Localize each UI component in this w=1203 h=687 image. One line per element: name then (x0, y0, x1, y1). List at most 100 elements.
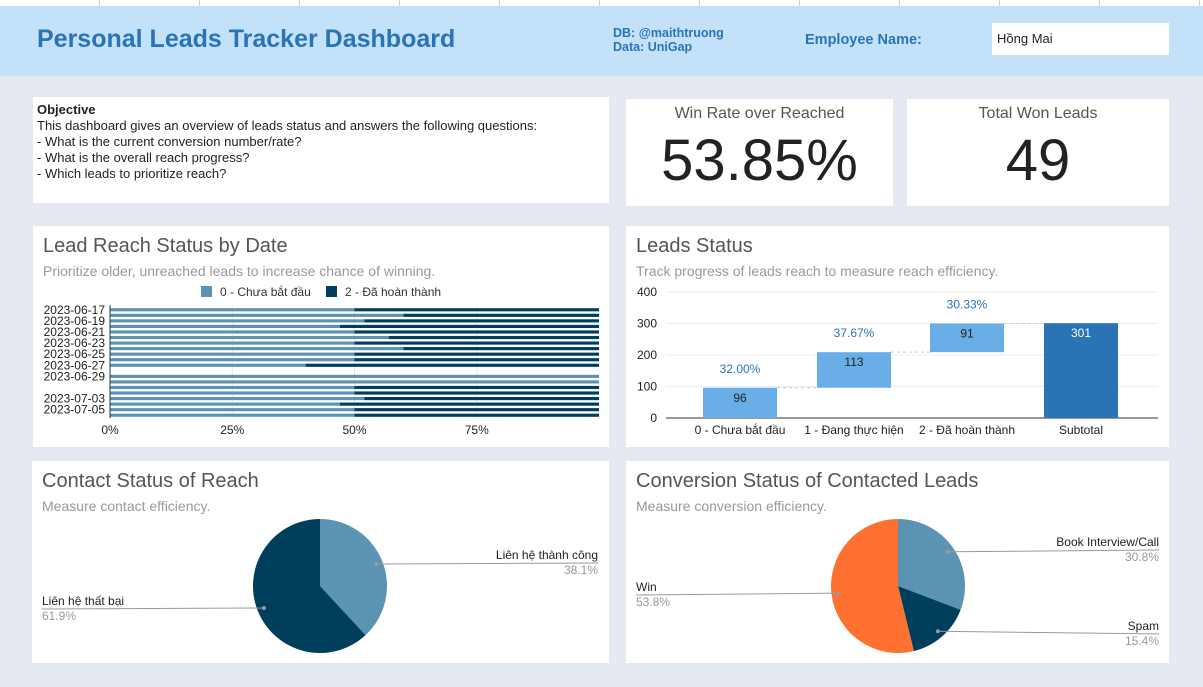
bar-segment-chua-bat-dau (110, 352, 355, 356)
bar-segment-chua-bat-dau (110, 347, 404, 351)
leader-line (41, 607, 264, 610)
bar-segment-chua-bat-dau (110, 397, 365, 401)
x-tick-label: 75% (465, 423, 489, 437)
objective-heading: Objective (37, 102, 96, 117)
y-tick-label: 2023-06-19 (44, 314, 106, 328)
pie-label: Book Interview/Call (1056, 535, 1159, 549)
chart-subtitle: Prioritize older, unreached leads to inc… (43, 263, 436, 279)
y-tick-label: 400 (637, 285, 657, 299)
leader-line (947, 549, 1160, 553)
pie-slice (830, 519, 914, 653)
waterfall-bar (703, 387, 777, 418)
legend-swatch (326, 286, 337, 297)
bar-value-label: 113 (844, 355, 863, 369)
pie-slice (320, 519, 387, 636)
bar-segment-chua-bat-dau (110, 341, 355, 345)
bar-segment-chua-bat-dau (110, 313, 404, 317)
bar-segment-da-hoan-thanh (354, 358, 599, 362)
bar-segment-da-hoan-thanh (403, 313, 599, 317)
bar-segment-da-hoan-thanh (354, 330, 599, 334)
total-won-scorecard[interactable]: Total Won Leads 49 (907, 99, 1169, 206)
objective-box: Objective This dashboard gives an overvi… (33, 97, 609, 203)
legend-label: 2 - Đã hoàn thành (345, 285, 441, 299)
bar-percent-label: 32.00% (720, 362, 761, 376)
y-tick-label: 2023-06-21 (44, 325, 106, 339)
objective-line: - What is the overall reach progress? (37, 150, 250, 165)
x-tick-label: 50% (342, 423, 366, 437)
win-rate-value: 53.85% (661, 128, 858, 193)
y-tick-label: 200 (637, 348, 657, 362)
employee-name-selector[interactable]: Hồng Mai (992, 23, 1169, 55)
pie-slice (252, 519, 366, 653)
employee-name-label: Employee Name: (805, 32, 922, 48)
bar-segment-da-hoan-thanh (354, 308, 599, 312)
pie-percent: 15.4% (1125, 634, 1159, 648)
total-won-label: Total Won Leads (978, 105, 1098, 122)
y-tick-label: 2023-06-17 (44, 303, 106, 317)
bar-segment-chua-bat-dau (110, 308, 355, 312)
bar-segment-da-hoan-thanh (305, 363, 599, 367)
chart-title: Lead Reach Status by Date (43, 235, 288, 257)
x-tick-label: 2 - Đã hoàn thành (919, 423, 1015, 437)
bar-segment-da-hoan-thanh (403, 347, 599, 351)
bar-segment-da-hoan-thanh (354, 341, 599, 345)
source-info: DB: @maithtruong Data: UniGap (613, 26, 724, 54)
x-tick-label: 0% (101, 423, 119, 437)
leads-status-chart-card[interactable]: Leads Status Track progress of leads rea… (626, 226, 1169, 447)
leader-line (376, 562, 599, 565)
waterfall-bar (817, 352, 891, 388)
pie-label: Win (636, 580, 657, 594)
chart-subtitle: Track progress of leads reach to measure… (636, 263, 999, 279)
data-credit: Data: UniGap (613, 40, 693, 54)
bar-segment-da-hoan-thanh (354, 385, 599, 390)
bar-segment-chua-bat-dau (110, 380, 599, 384)
contact-status-chart-card[interactable]: Contact Status of Reach Measure contact … (32, 461, 609, 663)
total-won-value: 49 (1005, 128, 1071, 193)
bar-segment-da-hoan-thanh (364, 397, 599, 401)
x-tick-label: 0 - Chưa bắt đầu (695, 422, 786, 437)
bar-segment-chua-bat-dau (110, 402, 340, 406)
leader-line (937, 630, 1160, 635)
y-tick-label: 2023-06-29 (44, 369, 106, 383)
pie-slice (898, 519, 965, 610)
y-tick-label: 0 (650, 411, 657, 425)
bar-value-label: 91 (960, 327, 974, 341)
conversion-status-chart-card[interactable]: Conversion Status of Contacted Leads Mea… (626, 461, 1169, 663)
leader-dot (935, 629, 940, 634)
db-credit: DB: @maithtruong (613, 26, 724, 40)
x-tick-label: 25% (220, 423, 244, 437)
x-tick-label: 1 - Đang thực hiện (804, 423, 903, 437)
bar-segment-da-hoan-thanh (364, 319, 599, 323)
bar-segment-da-hoan-thanh (354, 391, 599, 395)
x-tick-label: Subtotal (1059, 423, 1103, 437)
sheet-grid-strip (0, 0, 1203, 6)
y-tick-label: 2023-07-03 (44, 392, 106, 406)
legend-label: 0 - Chưa bắt đầu (220, 284, 311, 299)
legend-swatch (201, 286, 212, 297)
bar-value-label: 96 (733, 391, 747, 405)
bar-segment-da-hoan-thanh (388, 335, 599, 340)
bar-segment-da-hoan-thanh (354, 408, 599, 412)
reach-by-date-chart-card[interactable]: Lead Reach Status by Date Prioritize old… (33, 226, 609, 447)
bar-segment-da-hoan-thanh (339, 402, 599, 406)
objective-line: - What is the current conversion number/… (37, 134, 302, 149)
waterfall-bar (930, 323, 1004, 353)
chart-subtitle: Measure conversion efficiency. (636, 498, 827, 514)
pie-percent: 38.1% (564, 563, 598, 577)
win-rate-scorecard[interactable]: Win Rate over Reached 53.85% (626, 99, 893, 206)
pie-slice (898, 586, 961, 652)
chart-subtitle: Measure contact efficiency. (42, 498, 211, 514)
bar-segment-da-hoan-thanh (354, 352, 599, 356)
bar-segment-chua-bat-dau (110, 330, 355, 334)
bar-segment-chua-bat-dau (110, 374, 599, 378)
y-tick-label: 2023-06-27 (44, 358, 106, 372)
bar-segment-chua-bat-dau (110, 335, 389, 340)
bar-segment-da-hoan-thanh (354, 413, 599, 417)
chart-title: Contact Status of Reach (42, 470, 259, 492)
pie-label: Spam (1128, 619, 1159, 633)
leader-line (635, 592, 839, 596)
y-tick-label: 2023-06-23 (44, 336, 106, 350)
bar-segment-chua-bat-dau (110, 408, 355, 412)
